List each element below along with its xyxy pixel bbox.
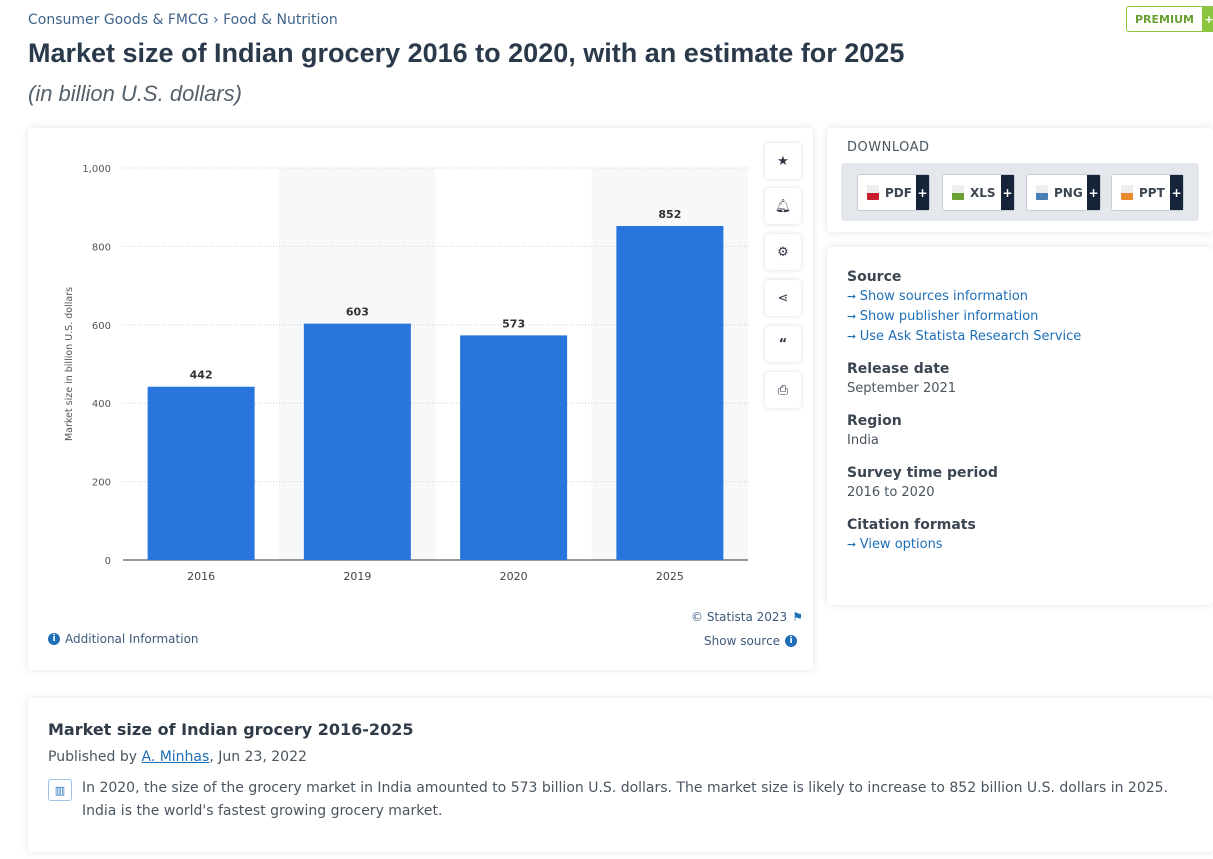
- download-heading: DOWNLOAD: [847, 140, 930, 155]
- y-tick-label: 1,000: [82, 164, 111, 175]
- png-file-icon: [1036, 185, 1048, 200]
- y-tick-label: 600: [92, 321, 111, 332]
- release-date-value: September 2021: [847, 381, 957, 396]
- info-icon: i: [48, 633, 60, 645]
- share-icon: ⋖: [777, 290, 789, 306]
- bar-2019: [303, 323, 411, 560]
- description-title: Market size of Indian grocery 2016-2025: [48, 720, 414, 739]
- chart-card: 0 200 400 600 800 1,000 442 2016 603 2019 573 2020 8…: [28, 128, 813, 670]
- citation-label: Citation formats: [847, 517, 976, 533]
- download-buttons: PDF + XLS + PNG + PPT +: [841, 163, 1199, 221]
- copyright-text: © Statista 2023: [691, 610, 788, 624]
- pdf-file-icon: [867, 185, 879, 200]
- y-tick-label: 400: [92, 399, 111, 410]
- x-tick-label: 2019: [343, 570, 371, 583]
- page-title: Market size of Indian grocery 2016 to 20…: [28, 38, 905, 68]
- y-tick-label: 200: [92, 478, 111, 489]
- download-png-button[interactable]: PNG +: [1026, 174, 1101, 211]
- bell-icon: 🔔︎: [774, 198, 792, 214]
- description-card: Market size of Indian grocery 2016-2025 …: [28, 698, 1213, 852]
- premium-badge[interactable]: PREMIUM +: [1126, 6, 1213, 32]
- x-tick-label: 2016: [187, 570, 215, 583]
- quote-icon: “: [778, 336, 788, 352]
- plus-icon: +: [916, 175, 929, 210]
- breadcrumb-link-food[interactable]: Food & Nutrition: [223, 12, 338, 28]
- gear-icon: ⚙: [777, 244, 789, 260]
- bar-2020: [460, 335, 568, 560]
- details-card: Source Show sources information Show pub…: [827, 247, 1213, 605]
- y-axis-label: Market size in billion U.S. dollars: [64, 287, 75, 441]
- xls-file-icon: [952, 185, 964, 200]
- bar-2025: [616, 226, 724, 560]
- description-text: In 2020, the size of the grocery market …: [82, 780, 1168, 819]
- print-icon: ⎙: [777, 382, 789, 398]
- published-prefix: Published by: [48, 749, 142, 765]
- data-label: 603: [346, 306, 369, 319]
- download-card: DOWNLOAD PDF + XLS + PNG + PPT +: [827, 128, 1213, 232]
- region-label: Region: [847, 413, 902, 429]
- additional-info-link[interactable]: i Additional Information: [48, 632, 199, 646]
- survey-period-label: Survey time period: [847, 465, 998, 481]
- source-label: Source: [847, 269, 902, 285]
- show-publisher-link[interactable]: Show publisher information: [847, 309, 1193, 324]
- region-value: India: [847, 433, 879, 448]
- published-by: Published by A. Minhas, Jun 23, 2022: [48, 749, 1193, 765]
- release-date-label: Release date: [847, 361, 950, 377]
- additional-info-text: Additional Information: [65, 632, 199, 646]
- plus-icon: +: [1170, 175, 1183, 210]
- download-label: PNG: [1054, 185, 1083, 200]
- x-tick-label: 2025: [656, 570, 684, 583]
- print-button[interactable]: ⎙: [765, 372, 801, 408]
- x-tick-label: 2020: [500, 570, 528, 583]
- star-icon: ★: [777, 153, 789, 169]
- y-tick-label: 0: [105, 556, 111, 567]
- breadcrumb-link-consumer-goods[interactable]: Consumer Goods & FMCG: [28, 12, 209, 28]
- show-source-link[interactable]: Show source i: [704, 634, 798, 648]
- plus-icon: +: [1201, 7, 1213, 31]
- breadcrumb: Consumer Goods & FMCG › Food & Nutrition: [28, 12, 338, 28]
- download-label: PPT: [1139, 185, 1165, 200]
- flag-icon[interactable]: ⚑: [792, 610, 803, 624]
- publish-date: , Jun 23, 2022: [209, 749, 307, 765]
- ask-statista-link[interactable]: Use Ask Statista Research Service: [847, 329, 1193, 344]
- author-link[interactable]: A. Minhas: [141, 749, 210, 765]
- show-source-text: Show source: [704, 634, 781, 648]
- statistic-icon: ▥: [48, 779, 72, 801]
- view-options-link[interactable]: View options: [847, 537, 1193, 552]
- share-button[interactable]: ⋖: [765, 280, 801, 316]
- download-label: PDF: [885, 185, 912, 200]
- download-label: XLS: [970, 185, 996, 200]
- notification-button[interactable]: 🔔︎: [765, 188, 801, 224]
- data-label: 442: [190, 369, 213, 382]
- bar-2016: [147, 386, 255, 560]
- premium-label: PREMIUM: [1135, 12, 1194, 26]
- ppt-file-icon: [1121, 185, 1133, 200]
- survey-period-value: 2016 to 2020: [847, 485, 935, 500]
- download-xls-button[interactable]: XLS +: [942, 174, 1015, 211]
- plus-icon: +: [1087, 175, 1100, 210]
- data-label: 852: [658, 208, 681, 221]
- download-ppt-button[interactable]: PPT +: [1111, 174, 1184, 211]
- plus-icon: +: [1001, 175, 1014, 210]
- info-icon: i: [785, 635, 798, 647]
- favorite-button[interactable]: ★: [765, 143, 801, 179]
- settings-button[interactable]: ⚙: [765, 234, 801, 270]
- show-sources-link[interactable]: Show sources information: [847, 289, 1193, 304]
- bar-chart: 0 200 400 600 800 1,000 442 2016 603 2019 573 2020 8…: [64, 164, 748, 583]
- cite-button[interactable]: “: [765, 326, 801, 362]
- breadcrumb-separator: ›: [213, 12, 219, 28]
- y-tick-label: 800: [92, 242, 111, 253]
- data-label: 573: [502, 317, 525, 330]
- copyright: © Statista 2023 ⚑: [691, 610, 803, 624]
- page-subtitle: (in billion U.S. dollars): [28, 81, 242, 106]
- download-pdf-button[interactable]: PDF +: [857, 174, 930, 211]
